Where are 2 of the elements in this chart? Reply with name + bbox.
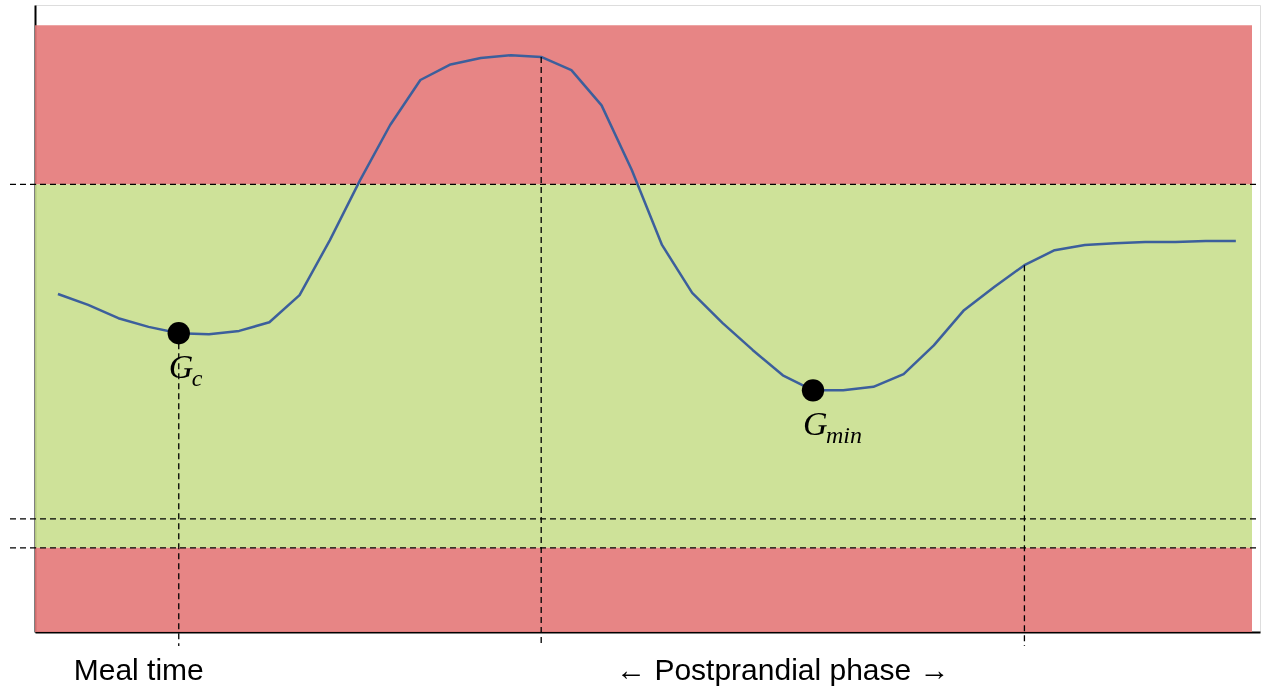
text: Meal time [73,653,204,686]
text: ← Postprandial phase → [616,653,950,686]
